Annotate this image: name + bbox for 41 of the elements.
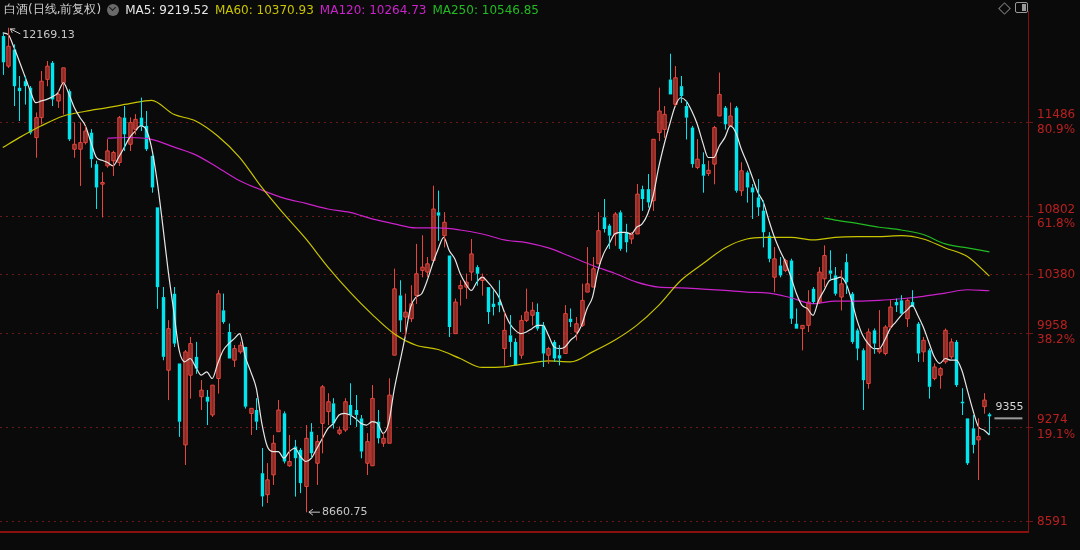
candlestick (436, 190, 441, 242)
chart-title: 白酒(日线,前复权) (4, 1, 102, 18)
candlestick (673, 65, 678, 107)
annotation: 8660.75 (321, 505, 368, 519)
text: MA120: 10264.73 (319, 2, 427, 17)
candlestick (475, 264, 480, 286)
text: 9355 (995, 400, 1024, 414)
candlestick (392, 268, 397, 356)
candlestick (855, 328, 860, 361)
y-tick-label: 10380 (1037, 266, 1076, 281)
candlestick (166, 319, 171, 401)
candlestick (508, 314, 513, 358)
candlestick (772, 246, 777, 293)
candlestick (221, 293, 226, 325)
candlestick (602, 198, 607, 233)
text: MA250: 10546.85 (432, 2, 540, 17)
candlestick (315, 434, 320, 486)
candlestick (469, 238, 474, 282)
candlestick (899, 294, 904, 316)
text: MA60: 10370.93 (214, 2, 314, 17)
y-tick-label: 11486 80.9% (1037, 107, 1076, 136)
y-tick-label: 8591 (1037, 513, 1068, 528)
candlestick (557, 344, 562, 366)
line-series (2, 32, 991, 463)
candlestick (216, 289, 221, 394)
candlestick (828, 250, 833, 282)
candlestick (872, 328, 877, 355)
line-series (823, 217, 991, 253)
y-tick-label: 9958 38.2% (1037, 318, 1076, 347)
line-series (2, 99, 991, 369)
candlestick (414, 243, 419, 305)
y-tick-label: 9274 19.1% (1037, 412, 1076, 441)
text: MA5: 9219.52 (125, 2, 209, 17)
candlestick (839, 269, 844, 311)
candlestick (546, 346, 551, 365)
annotation: 12169.13 (22, 27, 75, 41)
y-tick-label: 10802 61.8% (1037, 201, 1076, 230)
candlestick (100, 171, 105, 218)
candlestick (712, 125, 717, 185)
candlestick (701, 152, 706, 193)
candlestick (684, 100, 689, 140)
